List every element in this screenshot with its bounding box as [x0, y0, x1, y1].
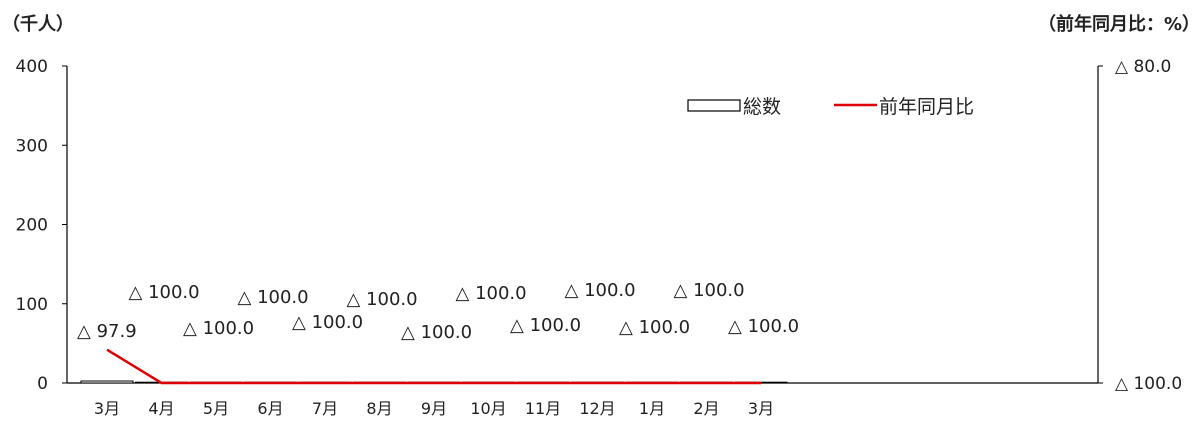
- left-tick-label: 200: [16, 216, 48, 236]
- data-label-yoy: △ 100.0: [401, 322, 472, 343]
- x-tick-label: 12月: [579, 399, 615, 418]
- data-label-yoy: △ 100.0: [565, 280, 636, 301]
- line-series-yoy: [106, 348, 761, 385]
- data-labels: △ 97.9△ 100.0△ 100.0△ 100.0△ 100.0△ 100.…: [77, 280, 799, 343]
- legend-label-total: 総数: [743, 96, 781, 118]
- x-tick-label: 7月: [312, 399, 338, 418]
- legend-swatch-total: [687, 99, 741, 112]
- left-tick-label: 400: [16, 57, 48, 77]
- x-tick-label: 4月: [148, 399, 174, 418]
- line-yoy: [106, 348, 761, 385]
- data-label-yoy: △ 100.0: [674, 280, 745, 301]
- right-tick-label: △ 100.0: [1115, 374, 1182, 394]
- x-tick-label: 11月: [525, 399, 561, 418]
- left-tick-label: 0: [37, 374, 48, 394]
- data-label-yoy: △ 100.0: [510, 315, 581, 336]
- right-tick-label: △ 80.0: [1115, 57, 1171, 77]
- x-tick-label: 1月: [639, 399, 665, 418]
- data-label-yoy: △ 100.0: [347, 289, 418, 310]
- left-axis-ticks: 0 100 200 300 400: [16, 57, 67, 394]
- legend: 総数 前年同月比: [687, 96, 974, 118]
- left-tick-label: 300: [16, 136, 48, 156]
- x-tick-label: 3月: [748, 399, 774, 418]
- x-tick-label: 10月: [470, 399, 506, 418]
- data-label-yoy: △ 100.0: [238, 287, 309, 308]
- x-tick-label: 5月: [203, 399, 229, 418]
- x-tick-label: 6月: [257, 399, 283, 418]
- data-label-yoy: △ 97.9: [77, 321, 137, 342]
- x-tick-label: 8月: [366, 399, 392, 418]
- data-label-yoy: △ 100.0: [292, 312, 363, 333]
- data-label-yoy: △ 100.0: [129, 282, 200, 303]
- legend-label-yoy: 前年同月比: [879, 96, 974, 118]
- data-label-yoy: △ 100.0: [183, 318, 254, 339]
- left-tick-label: 100: [16, 295, 48, 315]
- right-axis-ticks: △ 100.0 △ 80.0: [1098, 57, 1182, 394]
- data-label-yoy: △ 100.0: [728, 316, 799, 337]
- left-axis-unit: （千人）: [2, 14, 74, 35]
- right-axis-unit: （前年同月比：%）: [1038, 13, 1200, 35]
- bar-total: [80, 380, 134, 384]
- x-tick-label: 9月: [421, 399, 447, 418]
- data-label-yoy: △ 100.0: [619, 317, 690, 338]
- x-axis-ticks: 3月 4月 5月 6月 7月 8月 9月 10月 11月 12月 1月 2月 3月: [94, 399, 774, 418]
- x-tick-label: 2月: [693, 399, 719, 418]
- data-label-yoy: △ 100.0: [456, 283, 527, 304]
- x-tick-label: 3月: [94, 399, 120, 418]
